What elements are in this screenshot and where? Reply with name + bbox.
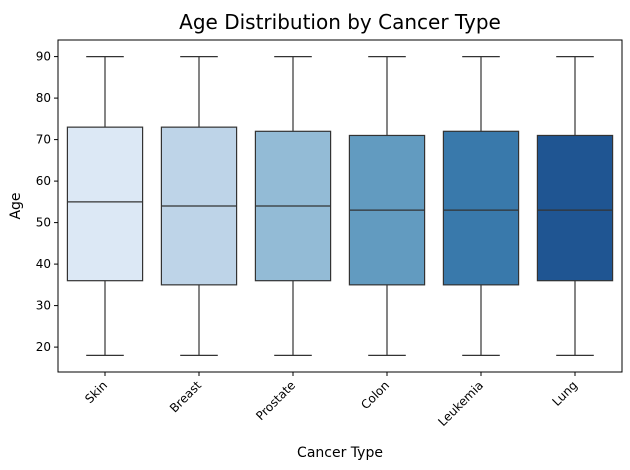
x-tick-label: Skin xyxy=(82,378,110,406)
x-axis: Skin Breast Prostate Colon Leukemia Lung xyxy=(82,372,580,429)
box-leukemia xyxy=(442,55,520,356)
x-tick-label: Leukemia xyxy=(435,378,486,429)
box-breast xyxy=(160,55,238,356)
y-tick-label: 70 xyxy=(36,133,51,147)
iqr-box xyxy=(536,134,614,282)
y-tick-label: 60 xyxy=(36,174,51,188)
boxes-layer xyxy=(66,55,614,356)
y-tick-label: 50 xyxy=(36,216,51,230)
x-tick-label: Breast xyxy=(167,378,204,415)
chart-title: Age Distribution by Cancer Type xyxy=(179,10,501,34)
box-prostate xyxy=(254,55,332,356)
iqr-box xyxy=(66,126,144,282)
y-tick-label: 80 xyxy=(36,91,51,105)
y-axis: 20 30 40 50 60 70 80 90 xyxy=(36,50,58,354)
x-tick-label: Prostate xyxy=(253,378,298,423)
box-lung xyxy=(536,55,614,356)
y-tick-label: 30 xyxy=(36,299,51,313)
x-axis-title: Cancer Type xyxy=(297,445,383,461)
x-tick-label: Colon xyxy=(358,378,392,412)
y-tick-label: 20 xyxy=(36,340,51,354)
box-colon xyxy=(348,55,426,356)
plot-frame xyxy=(57,39,623,373)
box-skin xyxy=(66,55,144,356)
y-axis-title: Age xyxy=(8,192,24,219)
iqr-box xyxy=(442,130,520,286)
x-tick-label: Lung xyxy=(549,378,580,409)
y-tick-label: 40 xyxy=(36,257,51,271)
y-tick-label: 90 xyxy=(36,50,51,64)
